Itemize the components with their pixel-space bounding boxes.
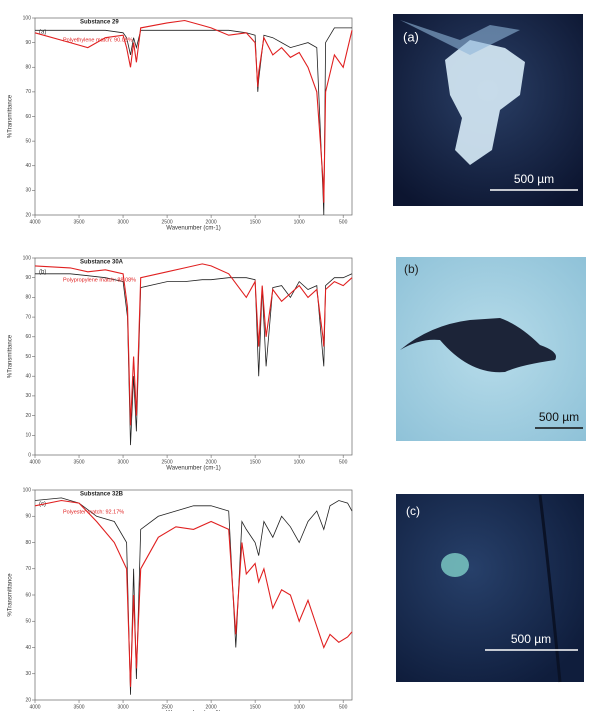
spectrum-line <box>35 264 352 426</box>
y-tick-label: 50 <box>25 138 31 144</box>
y-tick-label: 60 <box>25 114 31 120</box>
x-tick-label: 3000 <box>117 459 128 465</box>
y-axis-label: %Transmittance <box>8 573 14 617</box>
y-tick-label: 30 <box>25 393 31 399</box>
y-tick-label: 40 <box>25 645 31 651</box>
legend-entry: Polyethylene match: 90.09% <box>63 37 133 43</box>
y-tick-label: 80 <box>25 65 31 71</box>
x-axis-label: Wavenumber (cm-1) <box>166 226 220 232</box>
y-tick-label: 80 <box>25 540 31 546</box>
x-tick-label: 3000 <box>117 219 128 225</box>
legend-entry: Substance 29 <box>80 20 119 26</box>
x-tick-label: 3000 <box>117 704 128 710</box>
spectrum-line <box>35 498 352 695</box>
x-tick-label: 1500 <box>250 459 261 465</box>
y-tick-label: 20 <box>25 413 31 419</box>
x-tick-label: 2500 <box>162 704 173 710</box>
y-tick-label: 10 <box>25 433 31 439</box>
legend-entry: Polypropylene match: 88.08% <box>63 277 136 283</box>
y-tick-label: 30 <box>25 188 31 194</box>
spectrum-line <box>35 28 352 215</box>
y-tick-label: 20 <box>25 212 31 218</box>
spectrum-chart: 20 30 40 50 60 70 80 90 100 4000 3500 3000 2500 2000 1… <box>8 487 352 711</box>
y-tick-label: 70 <box>25 314 31 320</box>
x-tick-label: 2000 <box>206 219 217 225</box>
y-tick-label: 40 <box>25 374 31 380</box>
plot-frame <box>35 18 352 215</box>
x-tick-label: 2000 <box>206 704 217 710</box>
scale-bar-label: 500 µm <box>514 172 554 186</box>
y-tick-label: 60 <box>25 334 31 340</box>
scale-bar-label: 500 µm <box>539 410 579 424</box>
y-tick-label: 90 <box>25 514 31 520</box>
y-tick-label: 90 <box>25 40 31 46</box>
x-tick-label: 3500 <box>73 219 84 225</box>
x-tick-label: 4000 <box>29 219 40 225</box>
y-tick-label: 20 <box>25 697 31 703</box>
y-tick-label: 50 <box>25 354 31 360</box>
x-tick-label: 500 <box>339 704 348 710</box>
x-tick-label: 1500 <box>250 219 261 225</box>
image-label: (b) <box>404 262 419 276</box>
x-axis-label: Wavenumber (cm-1) <box>166 466 220 472</box>
y-tick-label: 70 <box>25 89 31 95</box>
x-tick-label: 500 <box>339 459 348 465</box>
y-axis-label: %Transmittance <box>8 94 14 138</box>
y-tick-label: 80 <box>25 295 31 301</box>
x-tick-label: 2500 <box>162 459 173 465</box>
legend-entry: Substance 30A <box>80 260 124 266</box>
x-tick-label: 4000 <box>29 704 40 710</box>
y-tick-label: 0 <box>28 452 31 458</box>
y-axis-label: %Transmittance <box>8 334 14 378</box>
x-tick-label: 1000 <box>294 459 305 465</box>
micrograph-c: (c) 500 µm <box>396 494 584 682</box>
spectrum-chart: 0 10 20 30 40 50 60 70 80 90 100 4000 3500 3000 2500 20… <box>8 255 352 471</box>
x-tick-label: 500 <box>339 219 348 225</box>
y-tick-label: 90 <box>25 275 31 281</box>
image-label: (c) <box>406 504 420 518</box>
x-tick-label: 2500 <box>162 219 173 225</box>
panel-label: (b) <box>39 270 46 276</box>
micrograph-a: (a) 500 µm <box>393 14 583 206</box>
legend-entry: Polyester match: 92.17% <box>63 509 124 515</box>
y-tick-label: 100 <box>23 15 32 21</box>
scale-bar-label: 500 µm <box>511 632 551 646</box>
y-tick-label: 100 <box>23 487 32 493</box>
y-tick-label: 40 <box>25 163 31 169</box>
x-tick-label: 3500 <box>73 459 84 465</box>
image-label: (a) <box>403 29 419 44</box>
spectrum-line <box>35 501 352 687</box>
micrograph-b: (b) 500 µm <box>396 257 586 441</box>
plot-frame <box>35 490 352 700</box>
x-tick-label: 1000 <box>294 219 305 225</box>
spectrum-chart: 20 30 40 50 60 70 80 90 100 4000 3500 3000 2500 2000 1… <box>8 15 352 231</box>
plot-frame <box>35 258 352 455</box>
x-tick-label: 3500 <box>73 704 84 710</box>
spectrum-line <box>35 21 352 203</box>
x-tick-label: 2000 <box>206 459 217 465</box>
x-tick-label: 1000 <box>294 704 305 710</box>
y-tick-label: 60 <box>25 592 31 598</box>
y-tick-label: 100 <box>23 255 32 261</box>
y-tick-label: 30 <box>25 671 31 677</box>
x-tick-label: 4000 <box>29 459 40 465</box>
spectrum-line <box>35 274 352 445</box>
y-tick-label: 70 <box>25 566 31 572</box>
y-tick-label: 50 <box>25 619 31 625</box>
x-tick-label: 1500 <box>250 704 261 710</box>
legend-entry: Substance 32B <box>80 492 124 498</box>
